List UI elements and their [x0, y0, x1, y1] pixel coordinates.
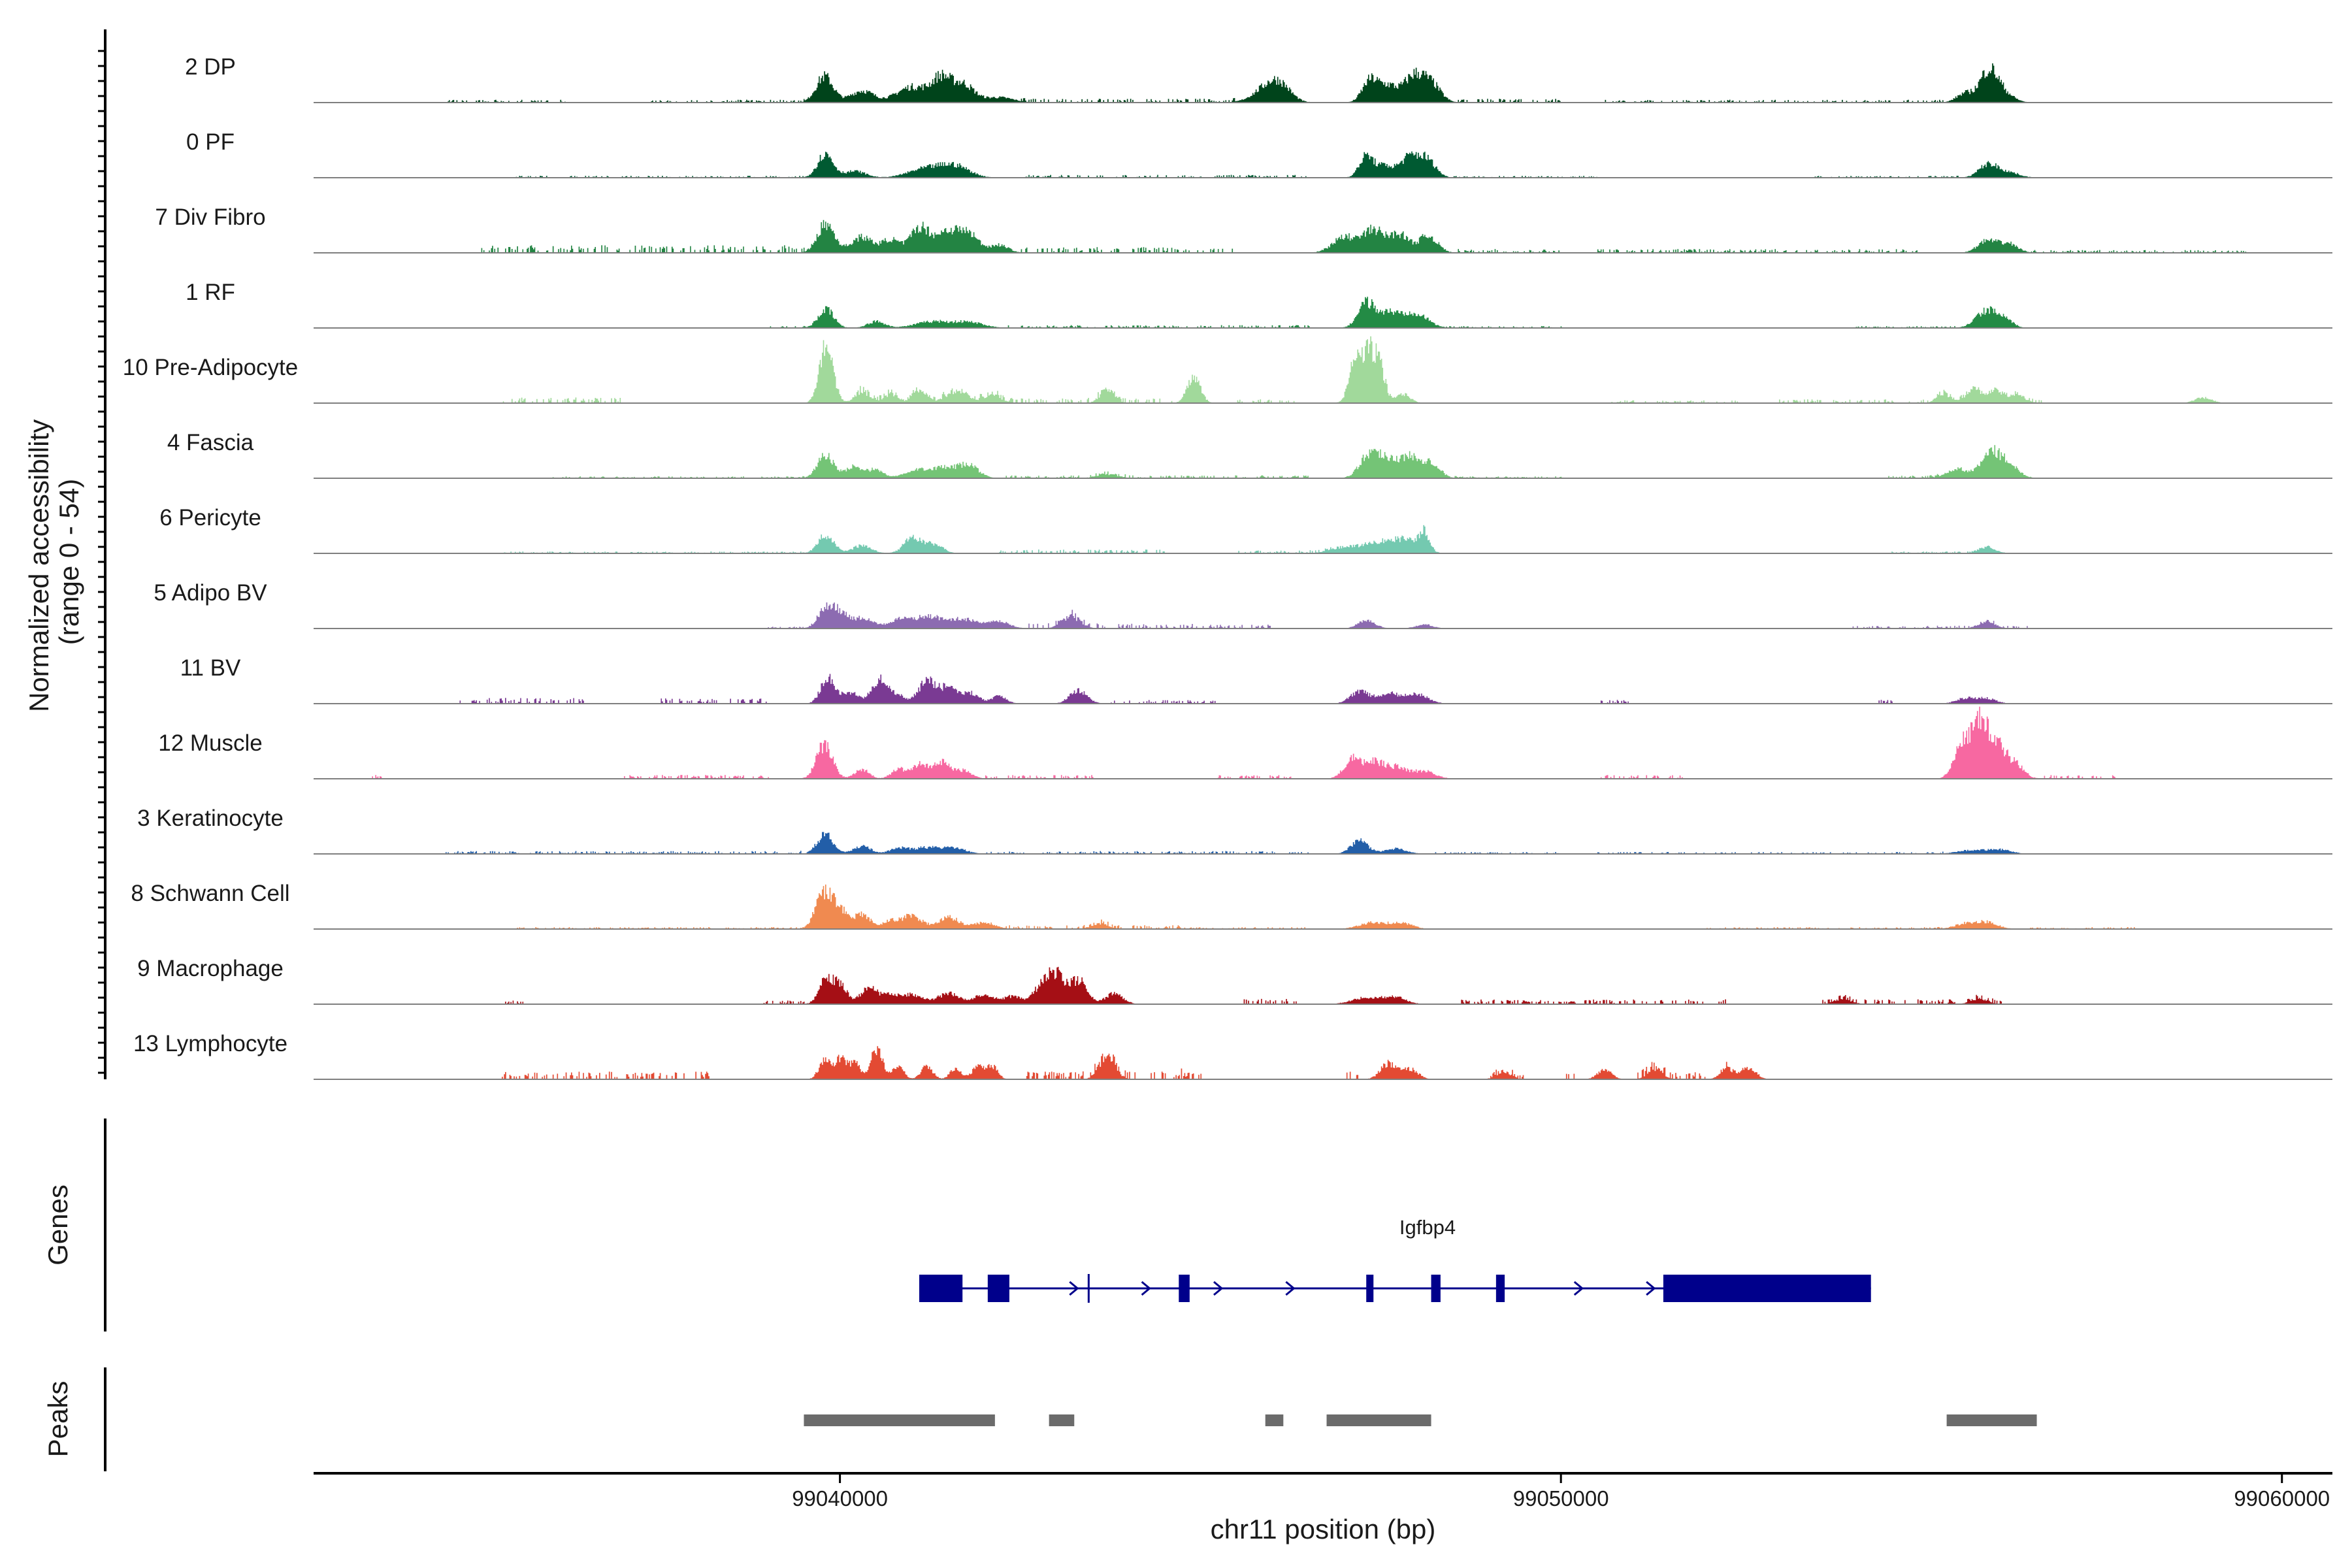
peak-region: [1049, 1414, 1075, 1426]
accessibility-area: [314, 220, 2333, 253]
accessibility-area: [314, 602, 2333, 629]
gene-exon: [1663, 1275, 1871, 1302]
track-label: 11 BV: [180, 655, 241, 681]
track-label: 5 Adipo BV: [154, 580, 267, 606]
track-7: 6 Pericyte: [159, 505, 2333, 554]
y-axis-ruler: [98, 29, 106, 1079]
gene-model: Igfbp4: [919, 1216, 1871, 1303]
accessibility-area: [314, 966, 2333, 1004]
peak-track: [804, 1414, 2037, 1426]
strand-arrow: [1141, 1281, 1151, 1296]
gene-exon: [1366, 1275, 1374, 1302]
peak-region: [1265, 1414, 1284, 1426]
x-tick-label: 99040000: [792, 1486, 888, 1511]
x-axis-title: chr11 position (bp): [1211, 1514, 1436, 1544]
strand-arrow: [1213, 1281, 1224, 1296]
accessibility-area: [314, 884, 2333, 929]
y-axis-title-line-1: Normalized accessibility: [24, 419, 54, 712]
accessibility-area: [314, 297, 2333, 328]
accessibility-area: [314, 674, 2333, 704]
accessibility-area: [314, 63, 2333, 103]
track-6: 4 Fascia: [167, 430, 2333, 479]
peak-region: [1946, 1414, 2037, 1426]
track-12: 8 Schwann Cell: [131, 881, 2333, 930]
track-label: 10 Pre-Adipocyte: [123, 355, 298, 380]
track-label: 13 Lymphocyte: [133, 1031, 287, 1056]
peak-region: [1326, 1414, 1431, 1426]
track-label: 3 Keratinocyte: [137, 806, 284, 831]
gene-exon: [919, 1275, 963, 1302]
track-4: 1 RF: [186, 280, 2333, 329]
track-14: 13 Lymphocyte: [133, 1031, 2333, 1080]
strand-arrow: [1646, 1281, 1656, 1296]
accessibility-area: [314, 706, 2333, 779]
track-11: 3 Keratinocyte: [137, 806, 2333, 855]
x-tick-label: 99050000: [1513, 1486, 1609, 1511]
track-9: 11 BV: [180, 655, 2333, 704]
gene-track: Igfbp4: [919, 1216, 1871, 1303]
track-label: 12 Muscle: [158, 730, 263, 756]
y-axis-title: Normalized accessibility (range 0 - 54): [24, 412, 84, 712]
track-2: 0 PF: [186, 129, 2333, 178]
gene-exon: [987, 1275, 1009, 1302]
track-5: 10 Pre-Adipocyte: [123, 336, 2333, 404]
gene-exon: [1431, 1275, 1441, 1302]
accessibility-tracks: 2 DP 0 PF 7 Div Fibro 1 RF 10 Pre-Adipocyte 4…: [123, 54, 2333, 1080]
track-label: 1 RF: [186, 280, 235, 305]
track-13: 9 Macrophage: [137, 956, 2333, 1005]
y-axis-title-line-2: (range 0 - 54): [54, 479, 84, 645]
track-label: 2 DP: [185, 54, 236, 80]
track-10: 12 Muscle: [158, 706, 2333, 779]
strand-arrow: [1069, 1281, 1079, 1296]
accessibility-area: [314, 445, 2333, 478]
track-label: 7 Div Fibro: [155, 204, 265, 230]
x-axis: 99040000 99050000 99060000: [314, 1472, 2332, 1511]
track-8: 5 Adipo BV: [154, 580, 2333, 629]
track-label: 6 Pericyte: [159, 505, 261, 531]
gene-exon: [1495, 1275, 1505, 1302]
x-tick-label: 99060000: [2234, 1486, 2330, 1511]
accessibility-area: [314, 525, 2333, 553]
gene-exon: [1179, 1275, 1190, 1302]
peak-region: [804, 1414, 995, 1426]
accessibility-area: [314, 832, 2333, 854]
track-label: 9 Macrophage: [137, 956, 284, 981]
track-1: 2 DP: [185, 54, 2333, 103]
genes-track-label: Genes: [42, 1184, 73, 1266]
accessibility-area: [314, 1046, 2333, 1079]
peaks-track-label: Peaks: [42, 1381, 73, 1458]
track-3: 7 Div Fibro: [155, 204, 2333, 253]
accessibility-area: [314, 151, 2333, 178]
track-label: 8 Schwann Cell: [131, 881, 289, 906]
strand-arrow: [1573, 1281, 1584, 1296]
gene-name: Igfbp4: [1399, 1216, 1456, 1239]
strand-arrow: [1285, 1281, 1296, 1296]
track-label: 4 Fascia: [167, 430, 254, 455]
accessibility-area: [314, 336, 2333, 403]
track-label: 0 PF: [186, 129, 235, 155]
